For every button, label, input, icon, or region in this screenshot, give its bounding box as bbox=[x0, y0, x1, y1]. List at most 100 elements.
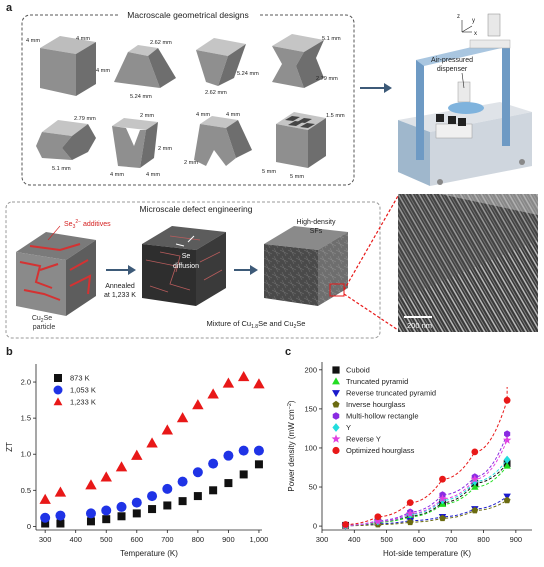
particle-label-2: particle bbox=[33, 324, 56, 331]
cube-shape bbox=[40, 36, 96, 96]
panel-b-letter: b bbox=[6, 346, 13, 358]
annealed-label-2: at 1,233 K bbox=[104, 292, 136, 299]
b-point bbox=[253, 378, 265, 389]
c-x-tick-label: 900 bbox=[510, 535, 523, 544]
tem-image bbox=[398, 194, 538, 332]
cube-dim-2: 4 mm bbox=[76, 36, 90, 42]
axis-x: x bbox=[474, 31, 477, 37]
b-point bbox=[254, 460, 263, 469]
b-point bbox=[222, 377, 235, 388]
b-legend-marker bbox=[53, 385, 63, 395]
y-dim-1: 2 mm bbox=[140, 113, 154, 119]
c-point bbox=[471, 448, 479, 456]
b-point bbox=[41, 519, 50, 528]
c-legend-marker bbox=[332, 446, 340, 455]
diffusion-cube bbox=[142, 226, 226, 306]
b-legend-label: 1,053 K bbox=[70, 386, 96, 395]
b-y-tick-label: 0 bbox=[27, 522, 31, 531]
mixture-label: Mixture of Cu1.8Se and Cu2Se bbox=[207, 319, 306, 330]
b-point bbox=[117, 512, 126, 521]
b-x-tick-label: 1,000 bbox=[250, 535, 269, 544]
b-point bbox=[55, 510, 66, 521]
c-legend-label: Optimized hourglass bbox=[346, 446, 415, 455]
reverse-truncated-dim-2: 2.62 mm bbox=[205, 90, 227, 96]
c-point bbox=[406, 509, 415, 518]
b-legend-marker bbox=[54, 374, 62, 382]
b-point bbox=[148, 505, 157, 514]
c-legend-label: Truncated pyramid bbox=[346, 377, 408, 386]
b-point bbox=[238, 445, 249, 456]
c-y-label: Power density (mW cm−2) bbox=[287, 400, 296, 492]
c-x-tick-label: 400 bbox=[348, 535, 361, 544]
c-trend-line bbox=[345, 496, 508, 527]
c-series-1 bbox=[341, 462, 511, 529]
b-y-tick-label: 2.0 bbox=[21, 378, 31, 387]
hollow-shape bbox=[276, 112, 326, 168]
anneal-arrow-icon bbox=[106, 265, 136, 275]
reverse-y-dim-2: 4 mm bbox=[226, 112, 240, 118]
c-trend-line bbox=[345, 499, 508, 527]
b-point bbox=[146, 437, 158, 448]
c-trend-line bbox=[345, 463, 508, 526]
b-point bbox=[132, 509, 141, 518]
b-point bbox=[131, 449, 143, 460]
b-point bbox=[85, 508, 96, 519]
b-point bbox=[224, 479, 233, 488]
b-legend-label: 873 K bbox=[70, 374, 90, 383]
panel-b-chart: 300 400 500 600 700 800 900 1,000 0 0.5 1.0 1.5 2.0 T… bbox=[5, 364, 269, 558]
c-legend-label: Cuboid bbox=[346, 366, 370, 375]
c-point bbox=[503, 455, 511, 464]
b-point bbox=[116, 501, 127, 512]
c-legend-marker bbox=[332, 400, 340, 408]
b-y-tick-label: 1.0 bbox=[21, 450, 31, 459]
particle-cube bbox=[16, 232, 96, 316]
b-point bbox=[56, 519, 65, 528]
c-trend-line bbox=[345, 439, 508, 526]
c-y-tick-label: 150 bbox=[304, 404, 317, 413]
truncated-dim-2: 5.24 mm bbox=[130, 94, 152, 100]
hourglass-shape bbox=[272, 34, 324, 88]
b-x-tick-label: 600 bbox=[131, 535, 144, 544]
b-point bbox=[176, 412, 189, 423]
c-x-label: Hot-side temperature (K) bbox=[383, 549, 471, 558]
c-point bbox=[502, 435, 512, 444]
cube-dim-1: 4 mm bbox=[26, 38, 40, 44]
c-point bbox=[373, 516, 383, 525]
b-point bbox=[147, 491, 158, 502]
b-point bbox=[161, 424, 174, 435]
b-point bbox=[208, 458, 219, 469]
hourglass-dim-2: 2.79 mm bbox=[316, 76, 338, 82]
b-series-1 bbox=[40, 445, 264, 523]
hollow-dim-2: 5 mm bbox=[262, 169, 276, 175]
b-point bbox=[39, 493, 51, 504]
hourglass-dim-1: 5.1 mm bbox=[322, 36, 341, 42]
y-dim-4: 4 mm bbox=[146, 172, 160, 178]
c-legend-label: Reverse truncated pyramid bbox=[346, 389, 436, 398]
sfs-label: SFs bbox=[310, 228, 323, 235]
c-trend-line bbox=[345, 459, 508, 526]
b-y-tick-label: 0.5 bbox=[21, 486, 31, 495]
arrow-to-printer-icon bbox=[360, 83, 392, 93]
c-legend-label: Inverse hourglass bbox=[346, 400, 405, 409]
annealed-label-1: Annealed bbox=[105, 283, 135, 290]
c-y-tick-label: 50 bbox=[309, 483, 317, 492]
axis-z: z bbox=[457, 14, 460, 20]
c-point bbox=[406, 499, 414, 507]
c-legend-marker bbox=[332, 366, 340, 374]
c-point bbox=[374, 513, 382, 521]
y-dim-3: 4 mm bbox=[110, 172, 124, 178]
c-legend-marker bbox=[332, 423, 340, 432]
b-point bbox=[207, 388, 219, 399]
b-point bbox=[193, 492, 202, 501]
panel-a-figure: Macroscale geometrical designs 4 mm 4 mm… bbox=[5, 9, 538, 339]
reverse-y-dim-1: 4 mm bbox=[196, 112, 210, 118]
se-additives-label: Se32− additives bbox=[64, 219, 111, 230]
c-point bbox=[406, 518, 414, 526]
se-diffusion-2: diffusion bbox=[173, 263, 199, 270]
c-series-7 bbox=[342, 387, 511, 528]
c-legend-label: Y bbox=[346, 423, 351, 432]
b-point bbox=[100, 471, 112, 482]
b-point bbox=[85, 479, 97, 490]
b-point bbox=[223, 450, 234, 461]
b-point bbox=[101, 505, 112, 516]
